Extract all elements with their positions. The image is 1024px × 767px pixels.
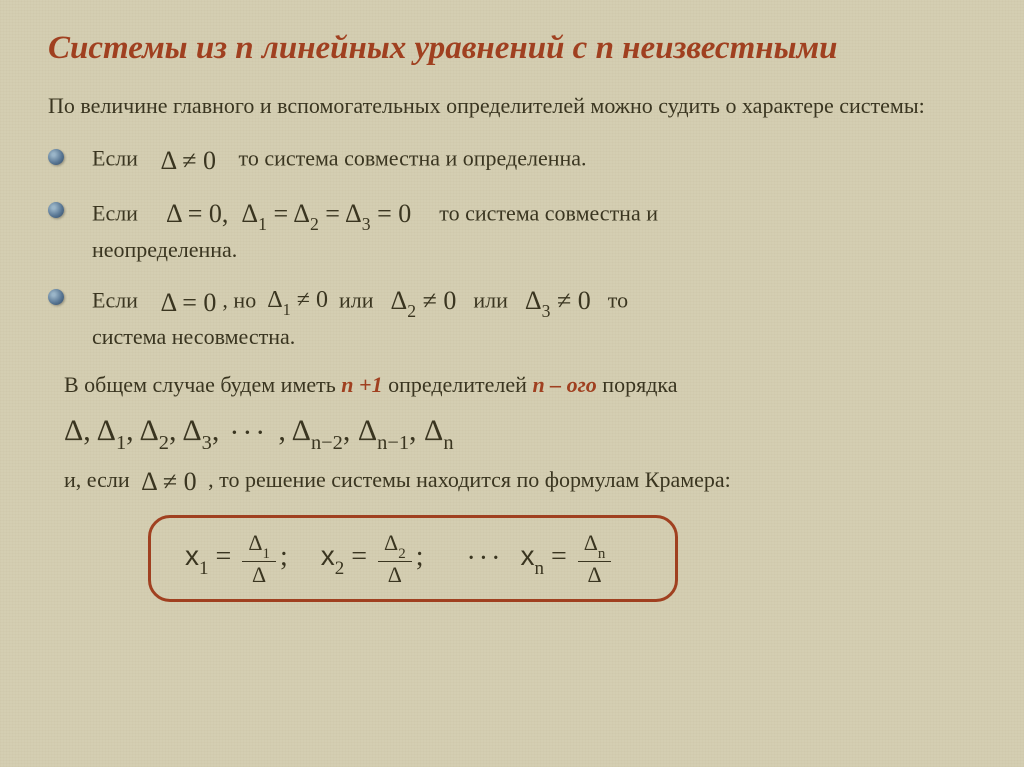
bullet-2-cont: неопределенна. xyxy=(92,237,237,262)
bullet-3-cont: система несовместна. xyxy=(92,324,295,349)
delta-series: Δ, Δ1, Δ2, Δ3,···, Δn−2, Δn−1, Δn xyxy=(64,414,976,453)
summary-pre: В общем случае будем иметь xyxy=(64,372,341,397)
bullet-3-mid2: или xyxy=(339,287,374,312)
bullet-2: Если Δ = 0, Δ1 = Δ2 = Δ3 = 0 то система … xyxy=(48,196,976,265)
bullet-3-text: Если Δ = 0, но Δ1 ≠ 0 или Δ2 ≠ 0 или Δ3 … xyxy=(92,283,976,352)
summary-post: порядка xyxy=(597,372,678,397)
bullet-1-math: Δ ≠ 0 xyxy=(160,143,216,178)
sphere-bullet-icon xyxy=(48,202,64,218)
summary-line: В общем случае будем иметь n +1 определи… xyxy=(64,370,976,401)
sphere-bullet-icon xyxy=(48,149,64,165)
bullet-3-math3: Δ2 ≠ 0 xyxy=(391,283,457,322)
bullet-2-text: Если Δ = 0, Δ1 = Δ2 = Δ3 = 0 то система … xyxy=(92,196,976,265)
bullet-3-math4: Δ3 ≠ 0 xyxy=(525,283,591,322)
kramer-line: и, если Δ ≠ 0 , то решение системы наход… xyxy=(64,467,976,497)
summary-mid: определителей xyxy=(383,372,533,397)
bullet-2-prefix: Если xyxy=(92,201,138,226)
kramer-post: , то решение системы находится по формул… xyxy=(208,467,731,492)
intro-text: По величине главного и вспомогательных о… xyxy=(48,91,976,121)
kramer-math: Δ ≠ 0 xyxy=(141,467,197,497)
formula-dots: ··· xyxy=(466,543,503,575)
kramer-formula-box: x1 = Δ1Δ; x2 = Δ2Δ; ··· xn = ΔnΔ xyxy=(148,515,678,602)
formula-xn: xn = ΔnΔ xyxy=(520,530,615,587)
summary-n2: n – ого xyxy=(532,372,596,397)
bullet-2-suffix: то система совместна и xyxy=(439,201,658,226)
formula-x1: x1 = Δ1Δ; xyxy=(185,530,288,587)
bullet-2-math: Δ = 0, Δ1 = Δ2 = Δ3 = 0 xyxy=(166,196,411,235)
formula-x2: x2 = Δ2Δ; xyxy=(321,530,424,587)
sphere-bullet-icon xyxy=(48,289,64,305)
bullet-1-suffix: то система совместна и определенна. xyxy=(239,146,587,171)
bullet-1-prefix: Если xyxy=(92,146,138,171)
bullet-3-prefix: Если xyxy=(92,287,138,312)
kramer-pre: и, если xyxy=(64,467,135,492)
bullet-1-text: Если Δ ≠ 0 то система совместна и опреде… xyxy=(92,143,976,178)
bullet-3-mid1: , но xyxy=(222,287,256,312)
bullet-3: Если Δ = 0, но Δ1 ≠ 0 или Δ2 ≠ 0 или Δ3 … xyxy=(48,283,976,352)
bullet-3-math2: Δ1 ≠ 0 xyxy=(267,287,328,313)
bullet-3-mid3: или xyxy=(473,287,508,312)
bullet-3-suffix: то xyxy=(608,287,628,312)
summary-n1: n +1 xyxy=(341,372,382,397)
bullet-3-math1: Δ = 0 xyxy=(160,285,216,320)
slide-title: Системы из n линейных уравнений с n неиз… xyxy=(48,28,976,69)
bullet-1: Если Δ ≠ 0 то система совместна и опреде… xyxy=(48,143,976,178)
